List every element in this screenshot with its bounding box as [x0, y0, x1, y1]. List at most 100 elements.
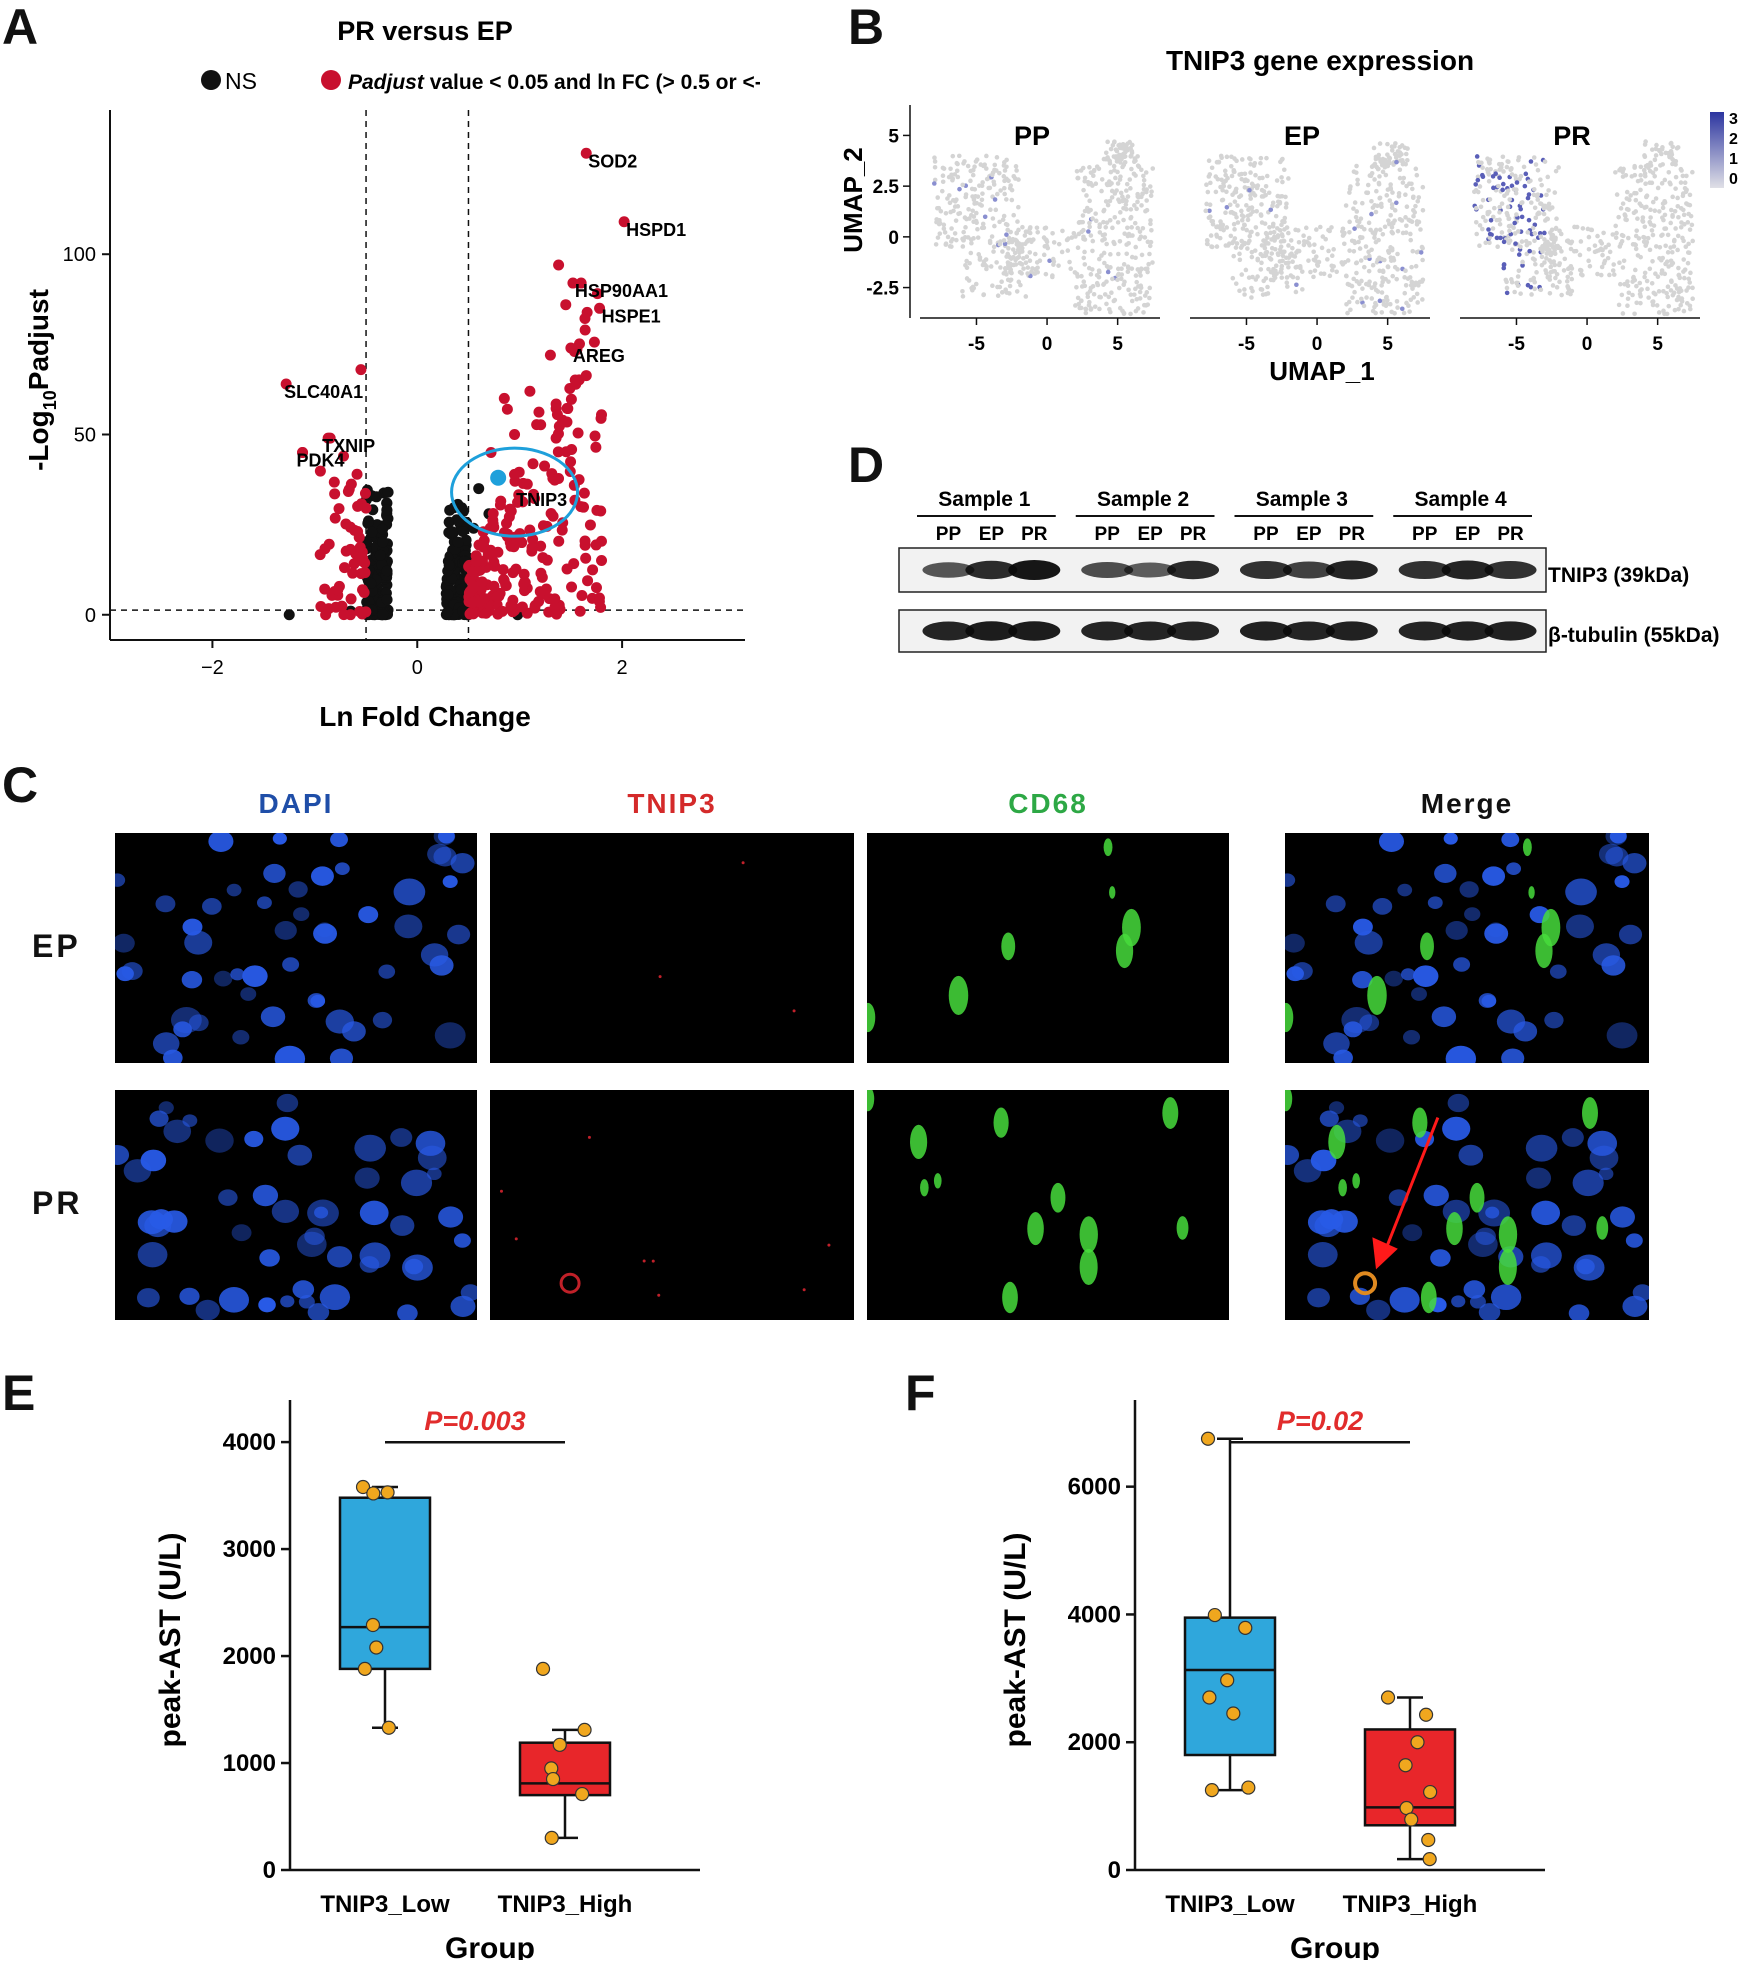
volcano-point-sig: [584, 519, 596, 531]
umap-cell: [1568, 271, 1574, 276]
umap-cell: [1314, 227, 1319, 232]
umap-cell: [1375, 203, 1380, 209]
umap-cell: [1060, 228, 1065, 234]
umap-cell: [1526, 179, 1532, 184]
umap-cell: [1143, 266, 1148, 272]
umap-cell: [1286, 243, 1291, 248]
tnip3-highlight-ellipse: [450, 446, 580, 538]
box-point: [1421, 1832, 1436, 1848]
umap-cell: [1279, 232, 1285, 237]
volcano-point-sig: [328, 476, 340, 488]
umap-cell: [1117, 210, 1123, 215]
umap-cell: [1352, 240, 1358, 246]
box-point: [1220, 1673, 1235, 1688]
nucleus: [293, 907, 310, 922]
umap-cell: [1399, 218, 1405, 223]
umap-cell: [1659, 268, 1665, 273]
umap-cell: [1334, 269, 1339, 275]
umap-cell: [1226, 241, 1232, 247]
nucleus: [115, 873, 126, 887]
umap-cell: [950, 153, 956, 159]
nucleus: [184, 930, 213, 955]
umap-cell: [1245, 213, 1251, 219]
blot-band-tubulin: [1081, 621, 1134, 641]
umap-cell: [1663, 243, 1668, 249]
nucleus: [271, 1116, 300, 1141]
umap-cell: [1242, 287, 1247, 292]
nucleus: [434, 1022, 466, 1049]
umap-cell: [1016, 204, 1021, 210]
umap-cell: [1374, 188, 1379, 194]
umap-cell: [1617, 260, 1622, 266]
umap-cell: [1134, 279, 1140, 285]
umap-cell: [1568, 246, 1574, 252]
umap-cell: [1399, 143, 1405, 148]
umap-cell: [1043, 271, 1049, 277]
umap-cell: [1397, 175, 1403, 181]
umap-cell: [1091, 167, 1097, 173]
umap-cell: [1685, 220, 1691, 225]
umap-cell: [1129, 298, 1135, 304]
umap-cell: [1382, 224, 1388, 230]
umap-cell: [1631, 210, 1637, 216]
umap-cell: [1082, 262, 1088, 267]
umap-cell: [1642, 173, 1648, 179]
umap-cell: [1499, 201, 1505, 206]
legend-sig-label: Padjust value < 0.05 and ln FC (> 0.5 or…: [348, 71, 760, 94]
umap-cell: [1125, 194, 1131, 199]
umap-cell: [1674, 286, 1680, 291]
umap-cell: [1623, 213, 1628, 219]
umap-cell: [1552, 262, 1558, 268]
umap-cell: [1261, 238, 1266, 243]
umap-cell: [1669, 152, 1675, 157]
volcano-point-sig: [344, 543, 356, 555]
umap-cell: [1312, 242, 1317, 247]
umap-cell: [1501, 262, 1507, 268]
nucleus: [274, 920, 297, 940]
umap-cell: [1102, 236, 1107, 242]
umap-cell: [1351, 206, 1356, 211]
umap-cell: [941, 226, 947, 231]
umap-cell: [1350, 295, 1355, 300]
umap-cell: [1308, 269, 1313, 275]
umap-cell: [1027, 237, 1033, 243]
umap-cell: [1668, 207, 1674, 213]
umap-cell: [1614, 192, 1620, 197]
umap-cell: [1376, 180, 1382, 186]
umap-cell: [1380, 268, 1386, 274]
umap-cell: [1015, 255, 1020, 261]
umap-cell: [1075, 295, 1081, 301]
umap-cell: [1086, 229, 1091, 234]
umap-cell: [1133, 286, 1138, 292]
nucleus: [1609, 833, 1627, 844]
volcano-point-sig: [509, 468, 521, 480]
umap-cell: [1124, 188, 1129, 193]
umap-cell: [1675, 247, 1680, 253]
umap-cell: [1650, 170, 1656, 176]
volcano-point-sig: [562, 403, 574, 415]
nucleus: [1352, 971, 1373, 989]
umap-cell: [1233, 281, 1239, 286]
umap-cell: [1414, 249, 1420, 255]
umap-cell: [1126, 287, 1131, 293]
legend-ns-label: NS: [225, 68, 257, 94]
umap-cell: [1115, 181, 1121, 186]
umap-cell: [1013, 262, 1019, 267]
umap-cell: [1105, 269, 1111, 275]
volcano-point-sig: [526, 542, 538, 554]
umap-cell: [1547, 290, 1553, 296]
umap-cell: [1315, 263, 1321, 268]
umap-cell: [1358, 258, 1364, 263]
umap-cell: [1523, 238, 1529, 244]
volcano-point-sig: [536, 571, 548, 583]
umap-cell: [1395, 251, 1400, 257]
blot-band-tnip3: [1239, 561, 1292, 579]
volcano-gene-label: SLC40A1: [284, 382, 363, 402]
volcano-point-sig: [519, 576, 531, 588]
umap-xtick: -5: [1508, 334, 1525, 355]
tnip3-signal: [827, 1243, 831, 1247]
umap-cell: [1117, 238, 1123, 244]
umap-cell: [1384, 294, 1389, 300]
nucleus: [292, 1280, 315, 1299]
umap-ylabel: UMAP_2: [840, 147, 868, 252]
